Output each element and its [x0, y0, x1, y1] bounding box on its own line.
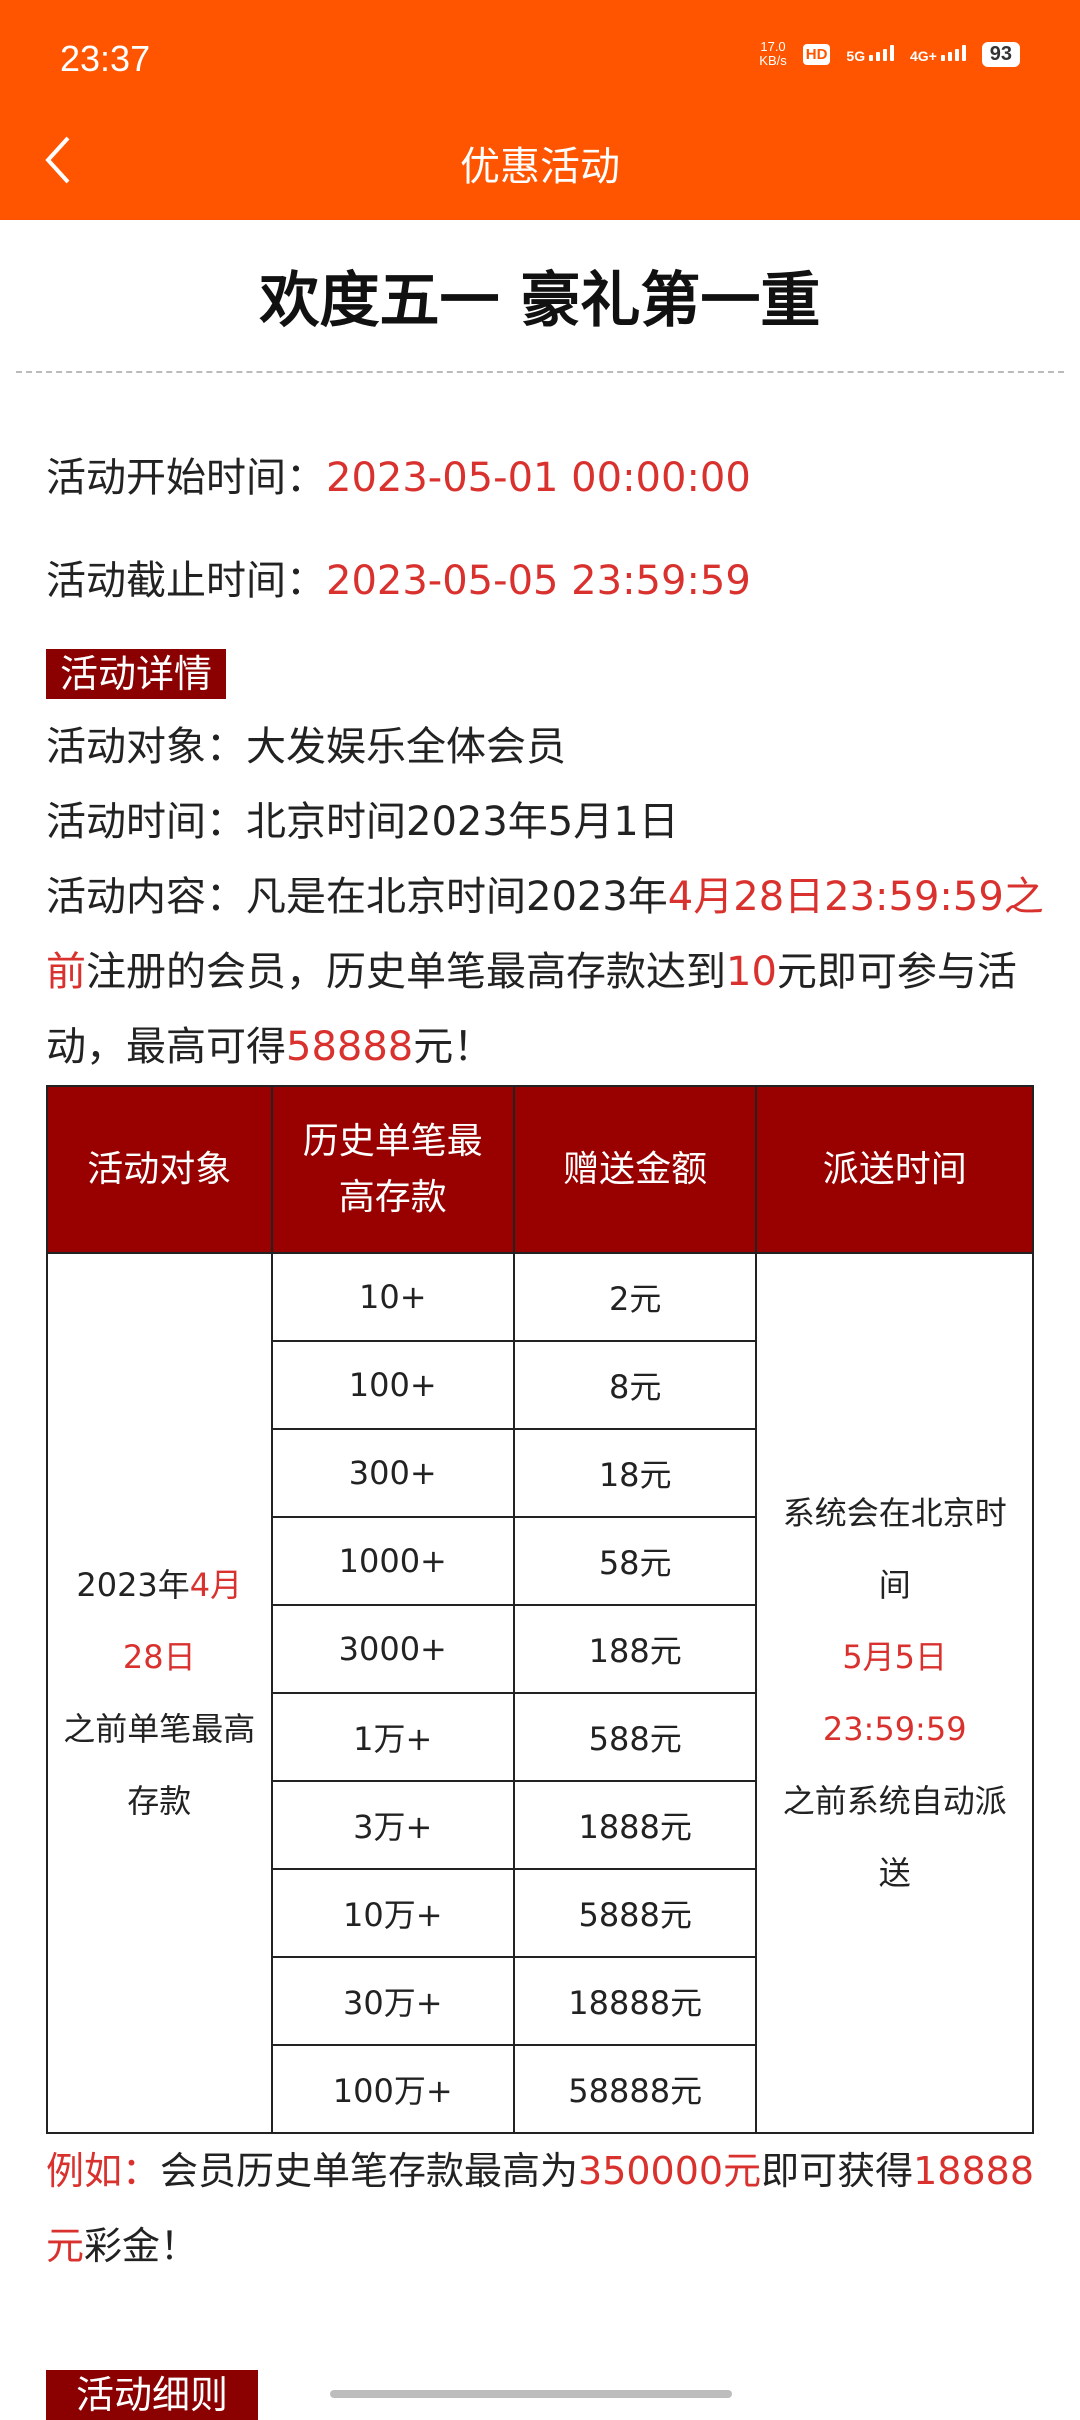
table-row: 2023年4月28日 之前单笔最高存款 10+ 2元 系统会在北京时间 5月5日23:59…	[46, 1252, 1034, 2134]
chevron-left-icon	[45, 136, 70, 184]
col-header: 历史单笔最高存款	[270, 1085, 515, 1254]
end-time: 活动截止时间：2023-05-05 23:59:59	[46, 558, 751, 604]
reward-table: 活动对象 历史单笔最高存款 赠送金额 派送时间 2023年4月28日 之前单笔最高…	[46, 1085, 1034, 2134]
deposit-cell: 3万+	[270, 1780, 515, 1870]
bonus-cell: 8元	[512, 1340, 758, 1430]
object-cell: 2023年4月28日 之前单笔最高存款	[46, 1252, 273, 2134]
deposit-cell: 100万+	[270, 2044, 515, 2134]
header-title: 优惠活动	[460, 144, 620, 190]
page-title: 欢度五一 豪礼第一重	[259, 266, 821, 336]
activity-period: 活动时间：北京时间2023年5月1日	[46, 799, 679, 845]
deposit-cell: 10+	[270, 1252, 515, 1342]
table-row: 3万+ 1888元	[47, 1780, 1033, 1870]
bonus-cell: 5888元	[512, 1868, 758, 1958]
bonus-cell: 18元	[512, 1428, 758, 1518]
4g-signal-icon: 4G+	[910, 44, 966, 64]
table-row: 3000+ 188元	[47, 1604, 1033, 1694]
table-row: 100+ 8元	[47, 1340, 1033, 1430]
deposit-cell: 1万+	[270, 1692, 515, 1782]
bonus-cell: 588元	[512, 1692, 758, 1782]
table-row: 30万+ 18888元	[47, 1956, 1033, 2046]
rules-badge: 活动细则	[46, 2370, 259, 2420]
deposit-cell: 30万+	[270, 1956, 515, 2046]
bonus-cell: 58888元	[512, 2044, 758, 2134]
status-time: 23:37	[60, 38, 151, 79]
activity-content: 活动内容：凡是在北京时间2023年4月28日23:59:59之前注册的会员，历史…	[46, 874, 1044, 1070]
col-header: 活动对象	[46, 1085, 273, 1254]
bonus-cell: 1888元	[512, 1780, 758, 1870]
network-speed: 17.0 KB/s	[759, 39, 787, 68]
bonus-cell: 188元	[512, 1604, 758, 1694]
table-row: 1000+ 58元	[47, 1516, 1033, 1606]
col-header: 赠送金额	[512, 1085, 758, 1254]
table-row: 1万+ 588元	[47, 1692, 1033, 1782]
deposit-cell: 100+	[270, 1340, 515, 1430]
status-icons: 17.0 KB/s HD 5G 4G+ 93	[759, 40, 1020, 68]
deposit-cell: 300+	[270, 1428, 515, 1518]
details-badge: 活动详情	[46, 649, 227, 699]
deposit-cell: 10万+	[270, 1868, 515, 1958]
table-row: 300+ 18元	[47, 1428, 1033, 1518]
table-row: 100万+ 58888元	[47, 2044, 1033, 2134]
dispatch-cell: 系统会在北京时间 5月5日23:59:59 之前系统自动派送	[755, 1252, 1034, 2134]
col-header: 派送时间	[755, 1085, 1034, 1254]
table-header-row: 活动对象 历史单笔最高存款 赠送金额 派送时间	[46, 1085, 1034, 1254]
bonus-cell: 58元	[512, 1516, 758, 1606]
hd-icon: HD	[802, 43, 831, 65]
deposit-cell: 3000+	[270, 1604, 515, 1694]
table-row: 10万+ 5888元	[47, 1868, 1033, 1958]
bonus-cell: 2元	[512, 1252, 758, 1342]
back-button[interactable]	[40, 130, 100, 190]
divider	[16, 371, 1064, 373]
home-indicator[interactable]	[330, 2390, 732, 2398]
deposit-cell: 1000+	[270, 1516, 515, 1606]
activity-target: 活动对象：大发娱乐全体会员	[46, 724, 566, 770]
example-text: 例如：会员历史单笔存款最高为350000元即可获得18888元彩金！	[46, 2149, 1034, 2268]
status-bar: 23:37 17.0 KB/s HD 5G 4G+ 93	[0, 0, 1080, 100]
battery-icon: 93	[981, 41, 1020, 67]
start-time: 活动开始时间：2023-05-01 00:00:00	[46, 455, 751, 501]
bonus-cell: 18888元	[512, 1956, 758, 2046]
app-header: 优惠活动	[0, 100, 1080, 220]
5g-signal-icon: 5G	[846, 44, 894, 64]
